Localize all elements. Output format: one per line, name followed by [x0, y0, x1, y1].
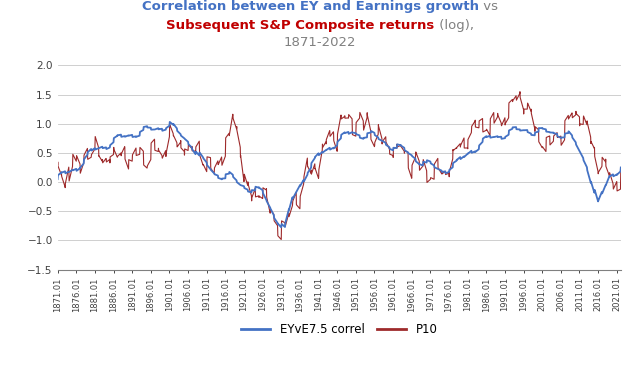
Text: Subsequent S&P Composite returns: Subsequent S&P Composite returns — [166, 18, 435, 32]
Text: (log),: (log), — [435, 18, 474, 32]
Text: Correlation between EY and Earnings growth: Correlation between EY and Earnings grow… — [142, 0, 479, 13]
Legend: EYvE7.5 correl, P10: EYvE7.5 correl, P10 — [236, 319, 442, 341]
Text: vs: vs — [479, 0, 498, 13]
Text: 1871-2022: 1871-2022 — [284, 36, 356, 49]
